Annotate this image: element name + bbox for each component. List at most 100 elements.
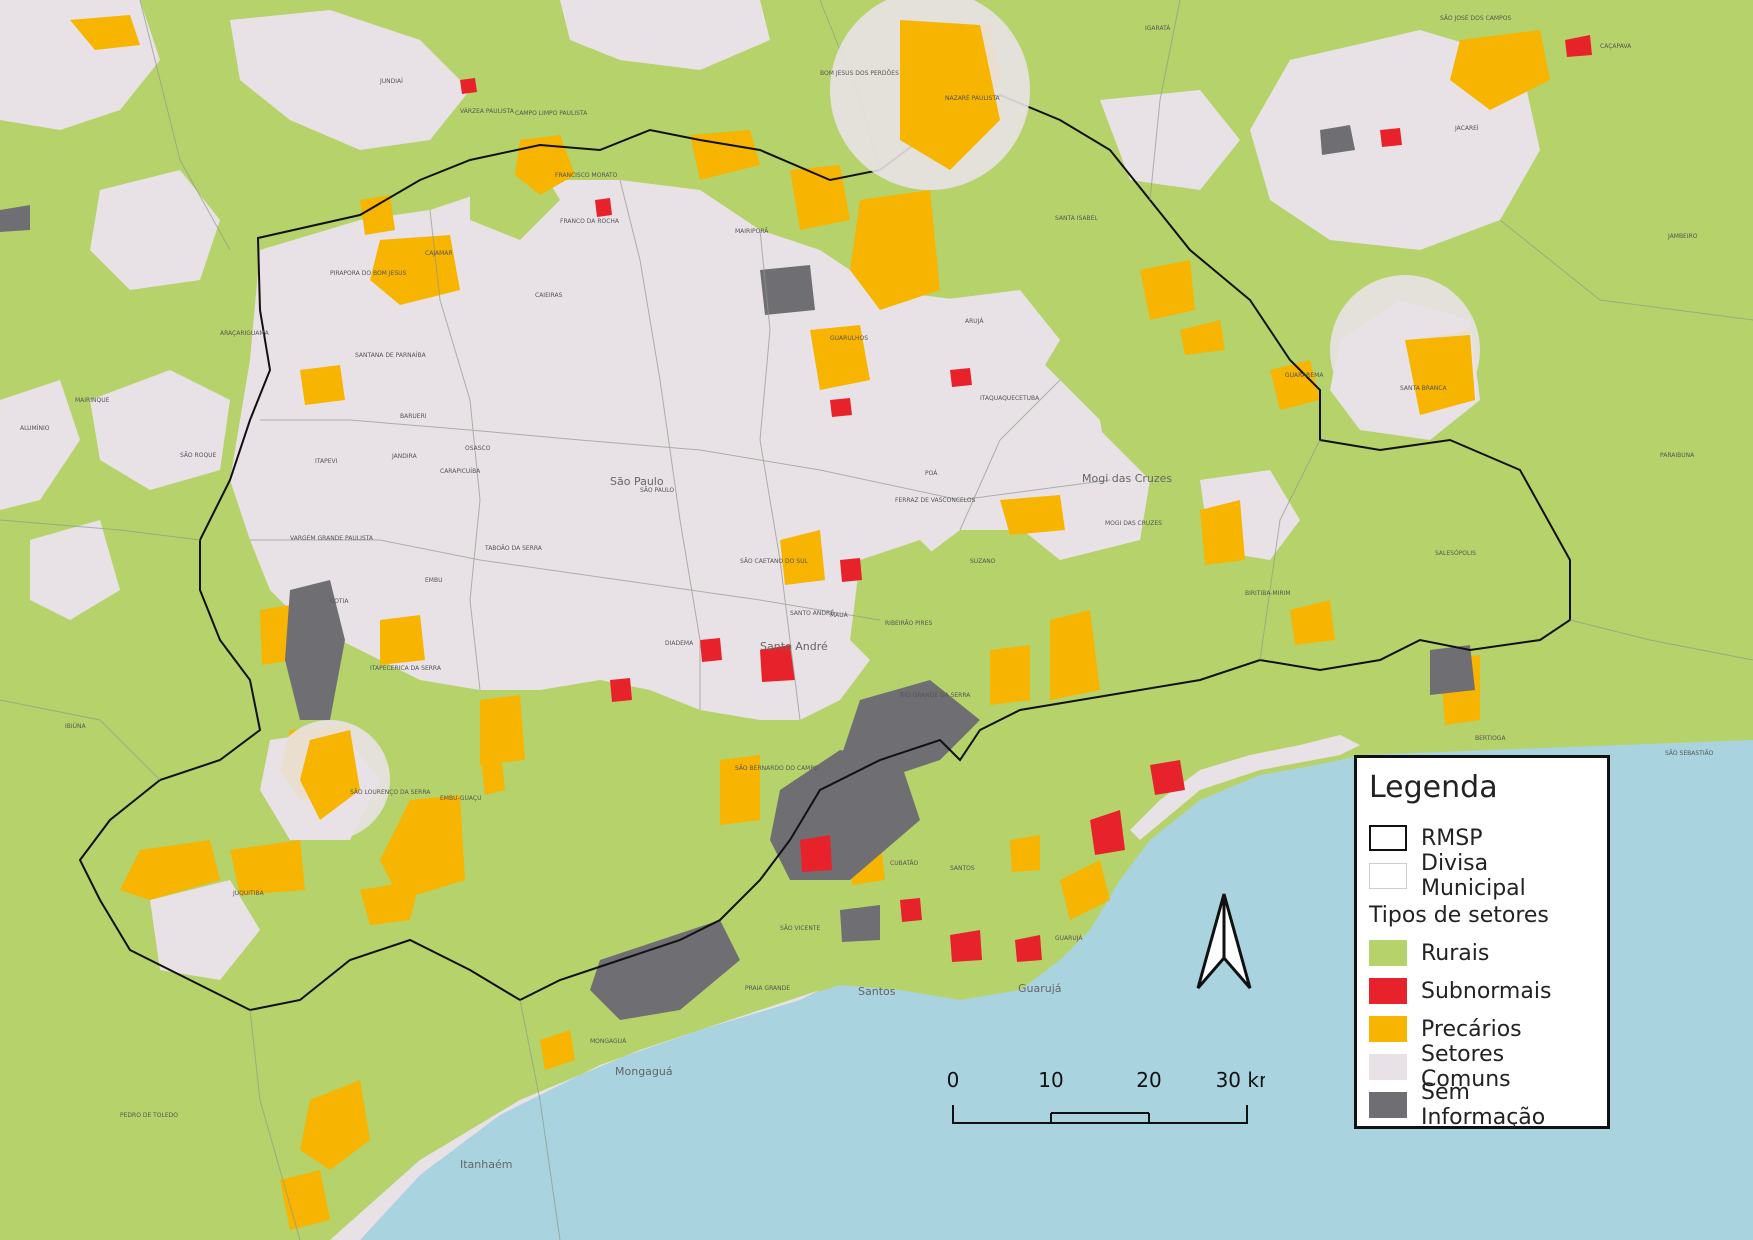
subnormais-swatch: [1369, 978, 1407, 1004]
circle-fill-west: [300, 730, 360, 820]
scale-label-10: 10: [1038, 1068, 1063, 1092]
place-label: SUZANO: [970, 558, 996, 565]
legend-item-rurais: Rurais: [1369, 934, 1595, 972]
place-label: COTIA: [330, 598, 349, 605]
coastal-urban-strip-east: [1130, 735, 1360, 840]
place-label: BARUERI: [400, 413, 427, 420]
north-arrow-icon: [1196, 893, 1252, 989]
scale-bar: 0 10 20 30 km: [945, 1065, 1278, 1125]
place-label: PARAIBUNA: [1660, 452, 1695, 459]
place-label: PEDRO DE TOLEDO: [120, 1112, 179, 1119]
city-label: Santo André: [760, 640, 828, 653]
scale-label-30: 30 km: [1216, 1068, 1265, 1092]
scale-label-20: 20: [1136, 1068, 1161, 1092]
legend-label: Divisa Municipal: [1421, 851, 1526, 901]
legend-title: Legenda: [1369, 770, 1498, 805]
place-label: FRANCO DA ROCHA: [560, 218, 620, 225]
legend-item-precarios: Precários: [1369, 1010, 1595, 1048]
place-label: MAIRIPORÃ: [735, 228, 769, 235]
place-label: SÃO ROQUE: [180, 452, 217, 459]
place-label: NAZARÉ PAULISTA: [945, 95, 1000, 102]
rurais-swatch: [1369, 940, 1407, 966]
place-label: ARUJÁ: [965, 318, 984, 325]
place-label: MAUÁ: [830, 612, 848, 619]
place-label: JANDIRA: [392, 453, 417, 460]
place-label: BERTIOGA: [1475, 735, 1506, 742]
place-label: GUARAREMA: [1285, 372, 1324, 379]
place-label: RIO GRANDE DA SERRA: [900, 692, 971, 699]
divisa-swatch: [1369, 863, 1407, 889]
place-label: SANTOS: [950, 865, 975, 872]
place-label: SÃO SEBASTIÃO: [1665, 750, 1714, 757]
place-label: PIRAPORA DO BOM JESUS: [330, 270, 407, 277]
place-label: FRANCISCO MORATO: [555, 172, 618, 179]
place-label: SÃO VICENTE: [780, 925, 821, 932]
place-label: MONGAGUÁ: [590, 1038, 627, 1045]
place-label: JAMBEIRO: [1668, 233, 1698, 240]
sem-info-swatch: [1369, 1092, 1407, 1118]
place-label: ITAQUAQUECETUBA: [980, 395, 1040, 402]
place-label: IBIÚNA: [65, 723, 86, 730]
place-label: ITAPEVI: [315, 458, 338, 465]
city-label: Santos: [858, 985, 896, 998]
place-label: CAMPO LIMPO PAULISTA: [515, 110, 588, 117]
place-label: SÃO PAULO: [640, 487, 675, 494]
circle-fill-east: [1405, 335, 1475, 415]
place-label: EMBU: [425, 577, 443, 584]
city-label: Guarujá: [1018, 982, 1062, 995]
place-label: DIADEMA: [665, 640, 694, 647]
place-label: CAÇAPAVA: [1600, 43, 1632, 50]
place-label: JUNDIAÍ: [380, 78, 403, 85]
place-label: SÃO LOURENÇO DA SERRA: [350, 789, 431, 796]
place-label: SANTANA DE PARNAÍBA: [355, 352, 426, 359]
place-label: TABOÃO DA SERRA: [485, 545, 542, 552]
place-label: SANTA ISABEL: [1055, 215, 1098, 222]
place-label: ARAÇARIGUAMA: [220, 330, 269, 337]
place-label: SALESÓPOLIS: [1435, 550, 1476, 557]
place-label: CAIEIRAS: [535, 292, 563, 299]
precarios-swatch: [1369, 1016, 1407, 1042]
city-label: Mogi das Cruzes: [1082, 472, 1173, 485]
place-label: VÁRZEA PAULISTA: [460, 108, 514, 115]
place-label: POÁ: [925, 470, 938, 477]
circle-fill-north: [900, 20, 1000, 170]
place-label: JUQUITIBA: [233, 890, 264, 897]
place-label: MAIRINQUE: [75, 397, 110, 404]
city-label: Mongaguá: [615, 1065, 673, 1078]
legend-subtitle: Tipos de setores: [1369, 903, 1549, 928]
place-label: SANTO ANDRÉ: [790, 610, 834, 617]
legend-box: Legenda RMSP Divisa Municipal Tipos de s…: [1354, 755, 1610, 1130]
place-label: SANTA BRANCA: [1400, 385, 1447, 392]
place-label: GUARUJÁ: [1055, 935, 1083, 942]
legend-item-divisa: Divisa Municipal: [1369, 851, 1595, 901]
legend-label: RMSP: [1421, 825, 1483, 851]
place-label: IGARATÁ: [1145, 25, 1171, 32]
city-label: Itanhaém: [460, 1158, 513, 1171]
place-label: RIBEIRÃO PIRES: [885, 620, 933, 627]
place-label: CUBATÃO: [890, 860, 919, 867]
place-label: ALUMÍNIO: [20, 425, 50, 432]
legend-item-sem-info: Sem Informação: [1369, 1080, 1595, 1130]
legend-label: Precários: [1421, 1016, 1522, 1042]
place-label: CARAPICUÍBA: [440, 468, 481, 475]
place-label: VARGEM GRANDE PAULISTA: [290, 535, 373, 542]
legend-item-subnormais: Subnormais: [1369, 972, 1595, 1010]
place-label: JACAREÍ: [1455, 125, 1479, 132]
legend-label: Rurais: [1421, 940, 1490, 966]
place-label: EMBU-GUAÇU: [440, 795, 482, 802]
place-label: SÃO CAETANO DO SUL: [740, 558, 808, 565]
place-label: BIRITIBA-MIRIM: [1245, 590, 1291, 597]
place-label: OSASCO: [465, 445, 491, 452]
place-label: BOM JESUS DOS PERDÕES: [820, 70, 899, 77]
place-label: SÃO BERNARDO DO CAMPO: [735, 765, 819, 772]
comuns-swatch: [1369, 1054, 1407, 1080]
legend-label: Setores Comuns: [1421, 1042, 1511, 1092]
legend-item-rmsp: RMSP: [1369, 819, 1595, 857]
place-label: MOGI DAS CRUZES: [1105, 520, 1162, 527]
place-label: GUARULHOS: [830, 335, 869, 342]
coastal-urban-strip: [330, 990, 820, 1240]
rmsp-swatch: [1369, 825, 1407, 851]
city-label: São Paulo: [610, 475, 664, 488]
